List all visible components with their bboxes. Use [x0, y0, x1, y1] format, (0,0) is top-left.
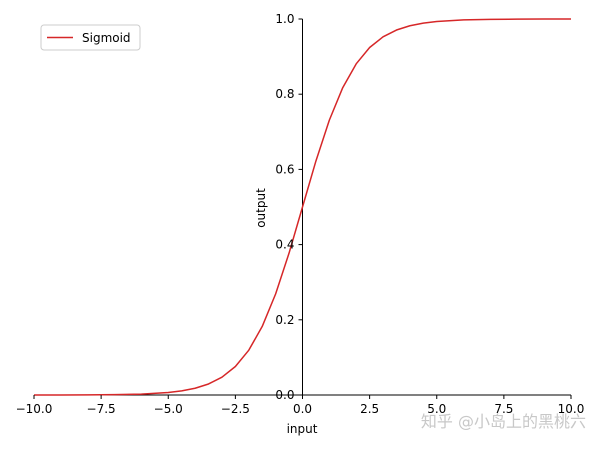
x-tick-label: −10.0: [16, 402, 53, 416]
y-tick-label: 1.0: [275, 12, 294, 26]
x-tick-label: −5.0: [154, 402, 183, 416]
series-line-sigmoid: [33, 18, 572, 396]
x-tick-label: −2.5: [221, 402, 250, 416]
series-layer: [33, 18, 572, 396]
x-axis-label: input: [287, 422, 318, 436]
watermark: 知乎 @小岛上的黑桃六: [420, 412, 586, 431]
x-tick-label: 7.5: [494, 402, 513, 416]
x-tick-label: −7.5: [87, 402, 116, 416]
legend: Sigmoid: [40, 24, 141, 51]
y-axis-label: output: [254, 188, 268, 228]
x-tick-label: 10.0: [558, 402, 585, 416]
tick-layer: −10.0 −7.5 −5.0 −2.5 0.0 2.5 5.0 7.5 10.0 0.0 0.2 0…: [16, 12, 585, 416]
y-tick-label: 0.2: [275, 313, 294, 327]
y-tick-label: 0.8: [275, 87, 294, 101]
legend-box: [40, 24, 141, 51]
x-tick-label: 5.0: [427, 402, 446, 416]
y-tick-label: 0.6: [275, 162, 294, 176]
x-tick-label: 0.0: [293, 402, 312, 416]
legend-label-sigmoid: Sigmoid: [82, 31, 131, 45]
y-tick-label: 0.4: [275, 238, 294, 252]
y-tick-label: 0.0: [275, 388, 294, 402]
x-tick-label: 2.5: [360, 402, 379, 416]
